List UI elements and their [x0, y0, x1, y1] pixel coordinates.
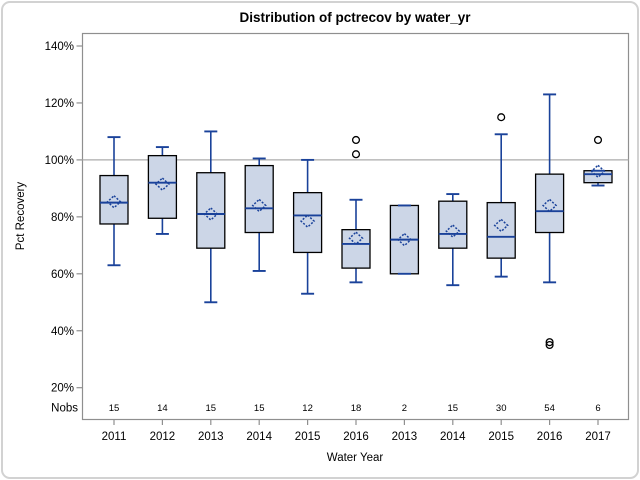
- iqr-box: [147, 154, 178, 219]
- mean-diamond: [590, 164, 606, 179]
- nobs-value: 14: [157, 403, 168, 414]
- nobs-value: 6: [595, 403, 600, 414]
- box-group-2012-1: [147, 146, 178, 235]
- mean-diamond: [348, 231, 364, 246]
- x-tick-label-year: 2016: [343, 431, 369, 443]
- x-tick-label-year: 2015: [488, 431, 514, 443]
- box-group-2014-3: [244, 157, 274, 272]
- iqr-box: [341, 229, 371, 269]
- x-tick-label-year: 2011: [102, 431, 127, 443]
- x-tick-label-year: 2016: [537, 431, 563, 443]
- iqr-box: [292, 191, 323, 254]
- iqr-box: [196, 172, 226, 249]
- y-tick-label: 60%: [51, 269, 74, 281]
- iqr-box: [244, 164, 274, 234]
- mean-diamond: [154, 177, 171, 192]
- nobs-value: 15: [109, 403, 120, 414]
- x-tick-label-year: 2012: [150, 431, 176, 443]
- y-tick-label: 100%: [45, 155, 74, 167]
- mean-diamond: [203, 206, 219, 222]
- box-group-2015-4: [292, 158, 323, 295]
- box-group-2016-5: [341, 135, 371, 284]
- x-tick-label-year: 2013: [392, 431, 418, 443]
- nobs-row-label: Nobs: [51, 403, 78, 415]
- nobs-value: 15: [448, 403, 459, 414]
- nobs-value: 30: [496, 403, 507, 414]
- y-tick-label: 40%: [51, 326, 74, 338]
- box-group-2017-10: [583, 135, 613, 187]
- chart-title: Distribution of pctrecov by water_yr: [239, 10, 471, 25]
- box-group-2011-0: [99, 136, 129, 267]
- iqr-box: [438, 200, 468, 249]
- nobs-value: 15: [206, 403, 217, 414]
- box-group-2014-7: [438, 193, 468, 287]
- outlier-point: [593, 135, 603, 145]
- y-tick-label: 140%: [45, 41, 74, 53]
- outlier-point: [497, 113, 506, 122]
- x-tick-label-year: 2014: [246, 431, 272, 443]
- mean-diamond: [251, 198, 267, 213]
- iqr-box: [534, 173, 565, 234]
- box-group-2015-8: [486, 113, 516, 278]
- mean-diamond: [299, 214, 316, 229]
- x-tick-label-year: 2014: [440, 431, 466, 443]
- x-tick-label-year: 2013: [198, 431, 224, 443]
- mean-diamond: [106, 194, 122, 209]
- y-tick-label: 20%: [51, 383, 74, 395]
- x-axis-title: Water Year: [326, 452, 384, 464]
- outlier-point: [351, 150, 361, 159]
- mean-diamond: [396, 232, 413, 247]
- iqr-box: [99, 174, 129, 225]
- mean-diamond: [541, 198, 558, 213]
- mean-diamond: [493, 218, 509, 233]
- outlier-point: [351, 135, 361, 145]
- box-group-2016-9: [534, 93, 565, 350]
- mean-diamond: [445, 224, 461, 239]
- y-tick-label: 80%: [51, 212, 74, 224]
- nobs-value: 12: [302, 403, 313, 414]
- nobs-value: 15: [254, 403, 265, 414]
- nobs-value: 54: [544, 403, 555, 414]
- outlier-point: [545, 340, 554, 350]
- x-tick-label-year: 2015: [295, 431, 321, 443]
- nobs-value: 2: [402, 403, 407, 414]
- nobs-value: 18: [351, 403, 362, 414]
- outlier-point: [545, 338, 554, 347]
- box-group-2013-6: [389, 204, 420, 275]
- y-tick-label: 120%: [45, 98, 74, 110]
- x-tick-label-year: 2017: [585, 431, 611, 443]
- box-group-2013-2: [196, 130, 226, 304]
